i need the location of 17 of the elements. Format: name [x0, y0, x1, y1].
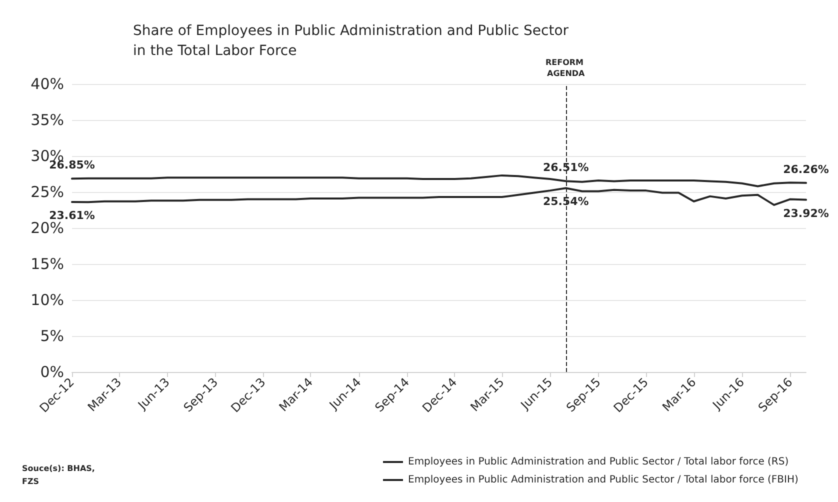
y-tick-label: 25% — [30, 183, 64, 201]
text: Souce(s): BHAS, FZS — [22, 464, 95, 486]
legend-label: Employees in Public Administration and Public Sector / Total labor force (FBIH) — [408, 474, 799, 486]
y-tick-label: 35% — [30, 111, 64, 129]
data-label: 25.54% — [542, 195, 589, 208]
data-label: 26.26% — [783, 162, 829, 176]
y-tick-label: 10% — [30, 291, 64, 309]
data-label: 23.92% — [783, 206, 829, 220]
y-tick-label: 40% — [30, 75, 64, 93]
y-tick-label: 15% — [30, 255, 64, 273]
ref-line-label: REFORM AGENDA — [545, 58, 586, 78]
legend-label: Employees in Public Administration and Public Sector / Total labor force (RS) — [408, 456, 789, 468]
chart-title: Share of Employees in Public Administration and Public Sector in the Total Labor Force — [133, 23, 569, 59]
data-label: 26.51% — [542, 161, 589, 174]
y-tick-label: 0% — [40, 363, 64, 381]
y-tick-label: 5% — [40, 327, 64, 345]
data-label: 26.85% — [49, 158, 95, 172]
